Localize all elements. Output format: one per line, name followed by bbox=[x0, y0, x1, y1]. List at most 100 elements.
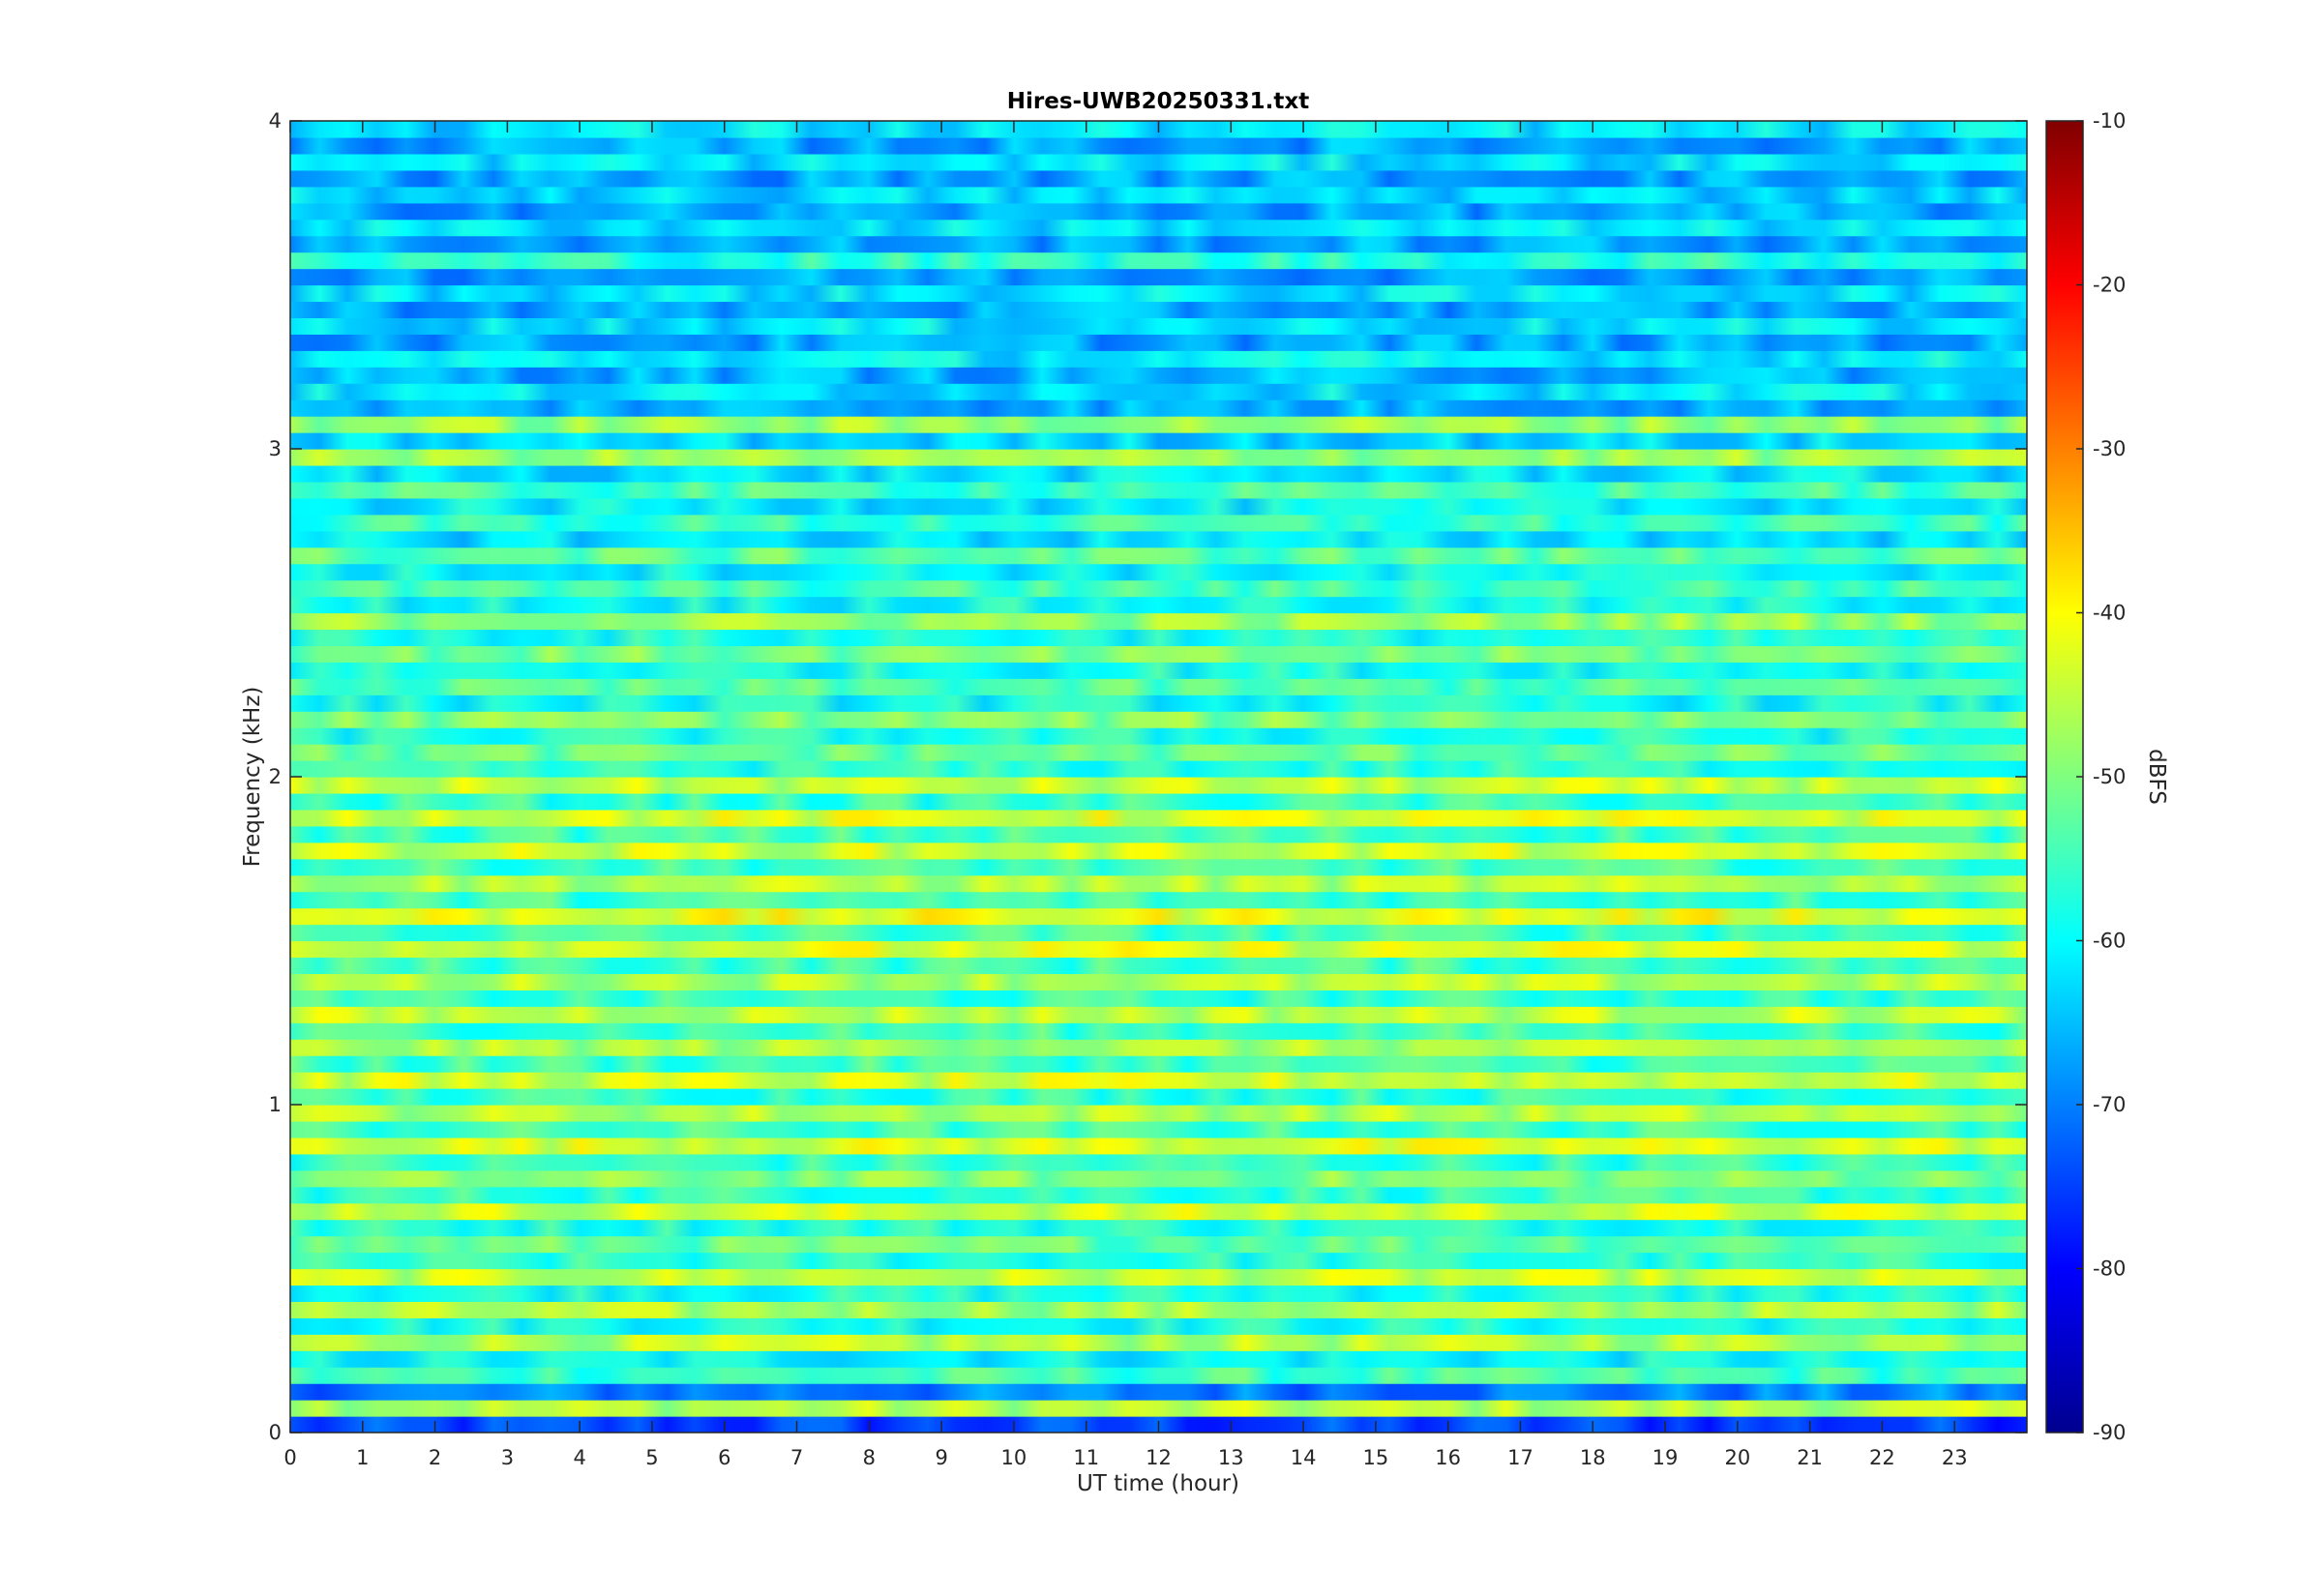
colorbar-label: dBFS bbox=[2144, 749, 2169, 805]
x-tick-label: 11 bbox=[1073, 1446, 1099, 1469]
colorbar-tick-label: -70 bbox=[2093, 1093, 2126, 1116]
frequency-band bbox=[290, 383, 2027, 400]
frequency-band bbox=[290, 809, 2027, 827]
frequency-band bbox=[290, 284, 2027, 303]
x-tick-label: 4 bbox=[573, 1446, 585, 1469]
frequency-band bbox=[290, 825, 2027, 843]
x-tick-label: 2 bbox=[429, 1446, 441, 1469]
frequency-band bbox=[290, 1383, 2027, 1401]
frequency-band bbox=[290, 678, 2027, 695]
frequency-band bbox=[290, 874, 2027, 893]
x-tick-label: 9 bbox=[935, 1446, 947, 1469]
frequency-band bbox=[290, 1252, 2027, 1270]
frequency-band bbox=[290, 399, 2027, 417]
y-tick-label: 0 bbox=[269, 1421, 282, 1444]
frequency-band bbox=[290, 1301, 2027, 1318]
frequency-band bbox=[290, 563, 2027, 581]
frequency-band bbox=[290, 1202, 2027, 1221]
frequency-band bbox=[290, 1006, 2027, 1023]
frequency-band bbox=[290, 367, 2027, 384]
x-tick-label: 21 bbox=[1797, 1446, 1823, 1469]
frequency-band bbox=[290, 235, 2027, 253]
y-axis-label: Frequency (kHz) bbox=[240, 687, 265, 868]
colorbar-tick-label: -30 bbox=[2093, 437, 2126, 460]
frequency-band bbox=[290, 760, 2027, 778]
frequency-band bbox=[290, 1219, 2027, 1237]
frequency-band bbox=[290, 645, 2027, 663]
frequency-band bbox=[290, 464, 2027, 483]
y-tick-label: 4 bbox=[269, 109, 282, 133]
x-tick-label: 12 bbox=[1146, 1446, 1172, 1469]
frequency-band bbox=[290, 1186, 2027, 1204]
frequency-band bbox=[290, 711, 2027, 728]
frequency-band bbox=[290, 547, 2027, 565]
x-axis: 0 1 2 3 4 5 6 7 8 9 10 11 12 13 14 15 16 17 18 19 20 21 22 23 bbox=[283, 121, 1968, 1469]
frequency-band bbox=[290, 334, 2027, 351]
frequency-band bbox=[290, 1088, 2027, 1106]
frequency-band bbox=[290, 136, 2027, 155]
x-tick-label: 7 bbox=[790, 1446, 803, 1469]
x-tick-label: 13 bbox=[1218, 1446, 1244, 1469]
frequency-band bbox=[290, 579, 2027, 598]
frequency-band bbox=[290, 596, 2027, 614]
frequency-band bbox=[290, 1137, 2027, 1155]
x-tick-label: 15 bbox=[1363, 1446, 1389, 1469]
x-tick-label: 1 bbox=[356, 1446, 369, 1469]
frequency-band bbox=[290, 990, 2027, 1007]
colorbar-tick-label: -80 bbox=[2093, 1257, 2126, 1281]
x-tick-label: 3 bbox=[501, 1446, 514, 1469]
frequency-band bbox=[290, 1120, 2027, 1138]
frequency-band bbox=[290, 169, 2027, 188]
x-tick-label: 17 bbox=[1507, 1446, 1533, 1469]
x-tick-label: 10 bbox=[1001, 1446, 1027, 1469]
frequency-band bbox=[290, 268, 2027, 286]
frequency-band bbox=[290, 924, 2027, 942]
y-tick-label: 3 bbox=[269, 437, 282, 460]
frequency-band bbox=[290, 973, 2027, 990]
frequency-band bbox=[290, 858, 2027, 876]
frequency-band bbox=[290, 744, 2027, 761]
chart-title: Hires-UWB20250331.txt bbox=[1007, 89, 1309, 114]
x-tick-label: 6 bbox=[718, 1446, 730, 1469]
frequency-band bbox=[290, 1334, 2027, 1351]
frequency-band bbox=[290, 432, 2027, 450]
colorbar-tick-label: -10 bbox=[2093, 109, 2126, 133]
frequency-band bbox=[290, 1350, 2027, 1368]
spectrogram-heatmap bbox=[290, 121, 2027, 1433]
frequency-band bbox=[290, 957, 2027, 974]
frequency-band bbox=[290, 317, 2027, 335]
frequency-band bbox=[290, 1039, 2027, 1056]
x-tick-label: 5 bbox=[645, 1446, 658, 1469]
frequency-band bbox=[290, 907, 2027, 926]
frequency-band bbox=[290, 1055, 2027, 1073]
frequency-band bbox=[290, 1400, 2027, 1417]
colorbar-tick-label: -40 bbox=[2093, 602, 2126, 625]
x-tick-label: 8 bbox=[863, 1446, 876, 1469]
x-tick-label: 23 bbox=[1942, 1446, 1968, 1469]
frequency-band bbox=[290, 1285, 2027, 1302]
colorbar-axis: -10 -20 -30 -40 -50 -60 -70 -80 -90 bbox=[2076, 109, 2126, 1444]
frequency-band bbox=[290, 514, 2027, 532]
x-tick-label: 22 bbox=[1869, 1446, 1895, 1469]
frequency-band bbox=[290, 612, 2027, 631]
x-tick-label: 14 bbox=[1291, 1446, 1317, 1469]
frequency-band bbox=[290, 251, 2027, 270]
frequency-band bbox=[290, 1317, 2027, 1335]
frequency-band bbox=[290, 449, 2027, 466]
frequency-band bbox=[290, 727, 2027, 745]
colorbar-tick-label: -50 bbox=[2093, 765, 2126, 788]
colorbar-tick-label: -90 bbox=[2093, 1421, 2126, 1444]
x-tick-label: 19 bbox=[1652, 1446, 1679, 1469]
frequency-band bbox=[290, 497, 2027, 516]
x-axis-label: UT time (hour) bbox=[1077, 1471, 1239, 1496]
frequency-band bbox=[290, 530, 2027, 548]
frequency-band bbox=[290, 301, 2027, 318]
frequency-band bbox=[290, 416, 2027, 433]
frequency-band bbox=[290, 202, 2027, 221]
frequency-band bbox=[290, 153, 2027, 171]
frequency-band bbox=[290, 1235, 2027, 1254]
colorbar-tick-label: -20 bbox=[2093, 274, 2126, 297]
frequency-band bbox=[290, 1169, 2027, 1188]
frequency-band bbox=[290, 1268, 2027, 1286]
